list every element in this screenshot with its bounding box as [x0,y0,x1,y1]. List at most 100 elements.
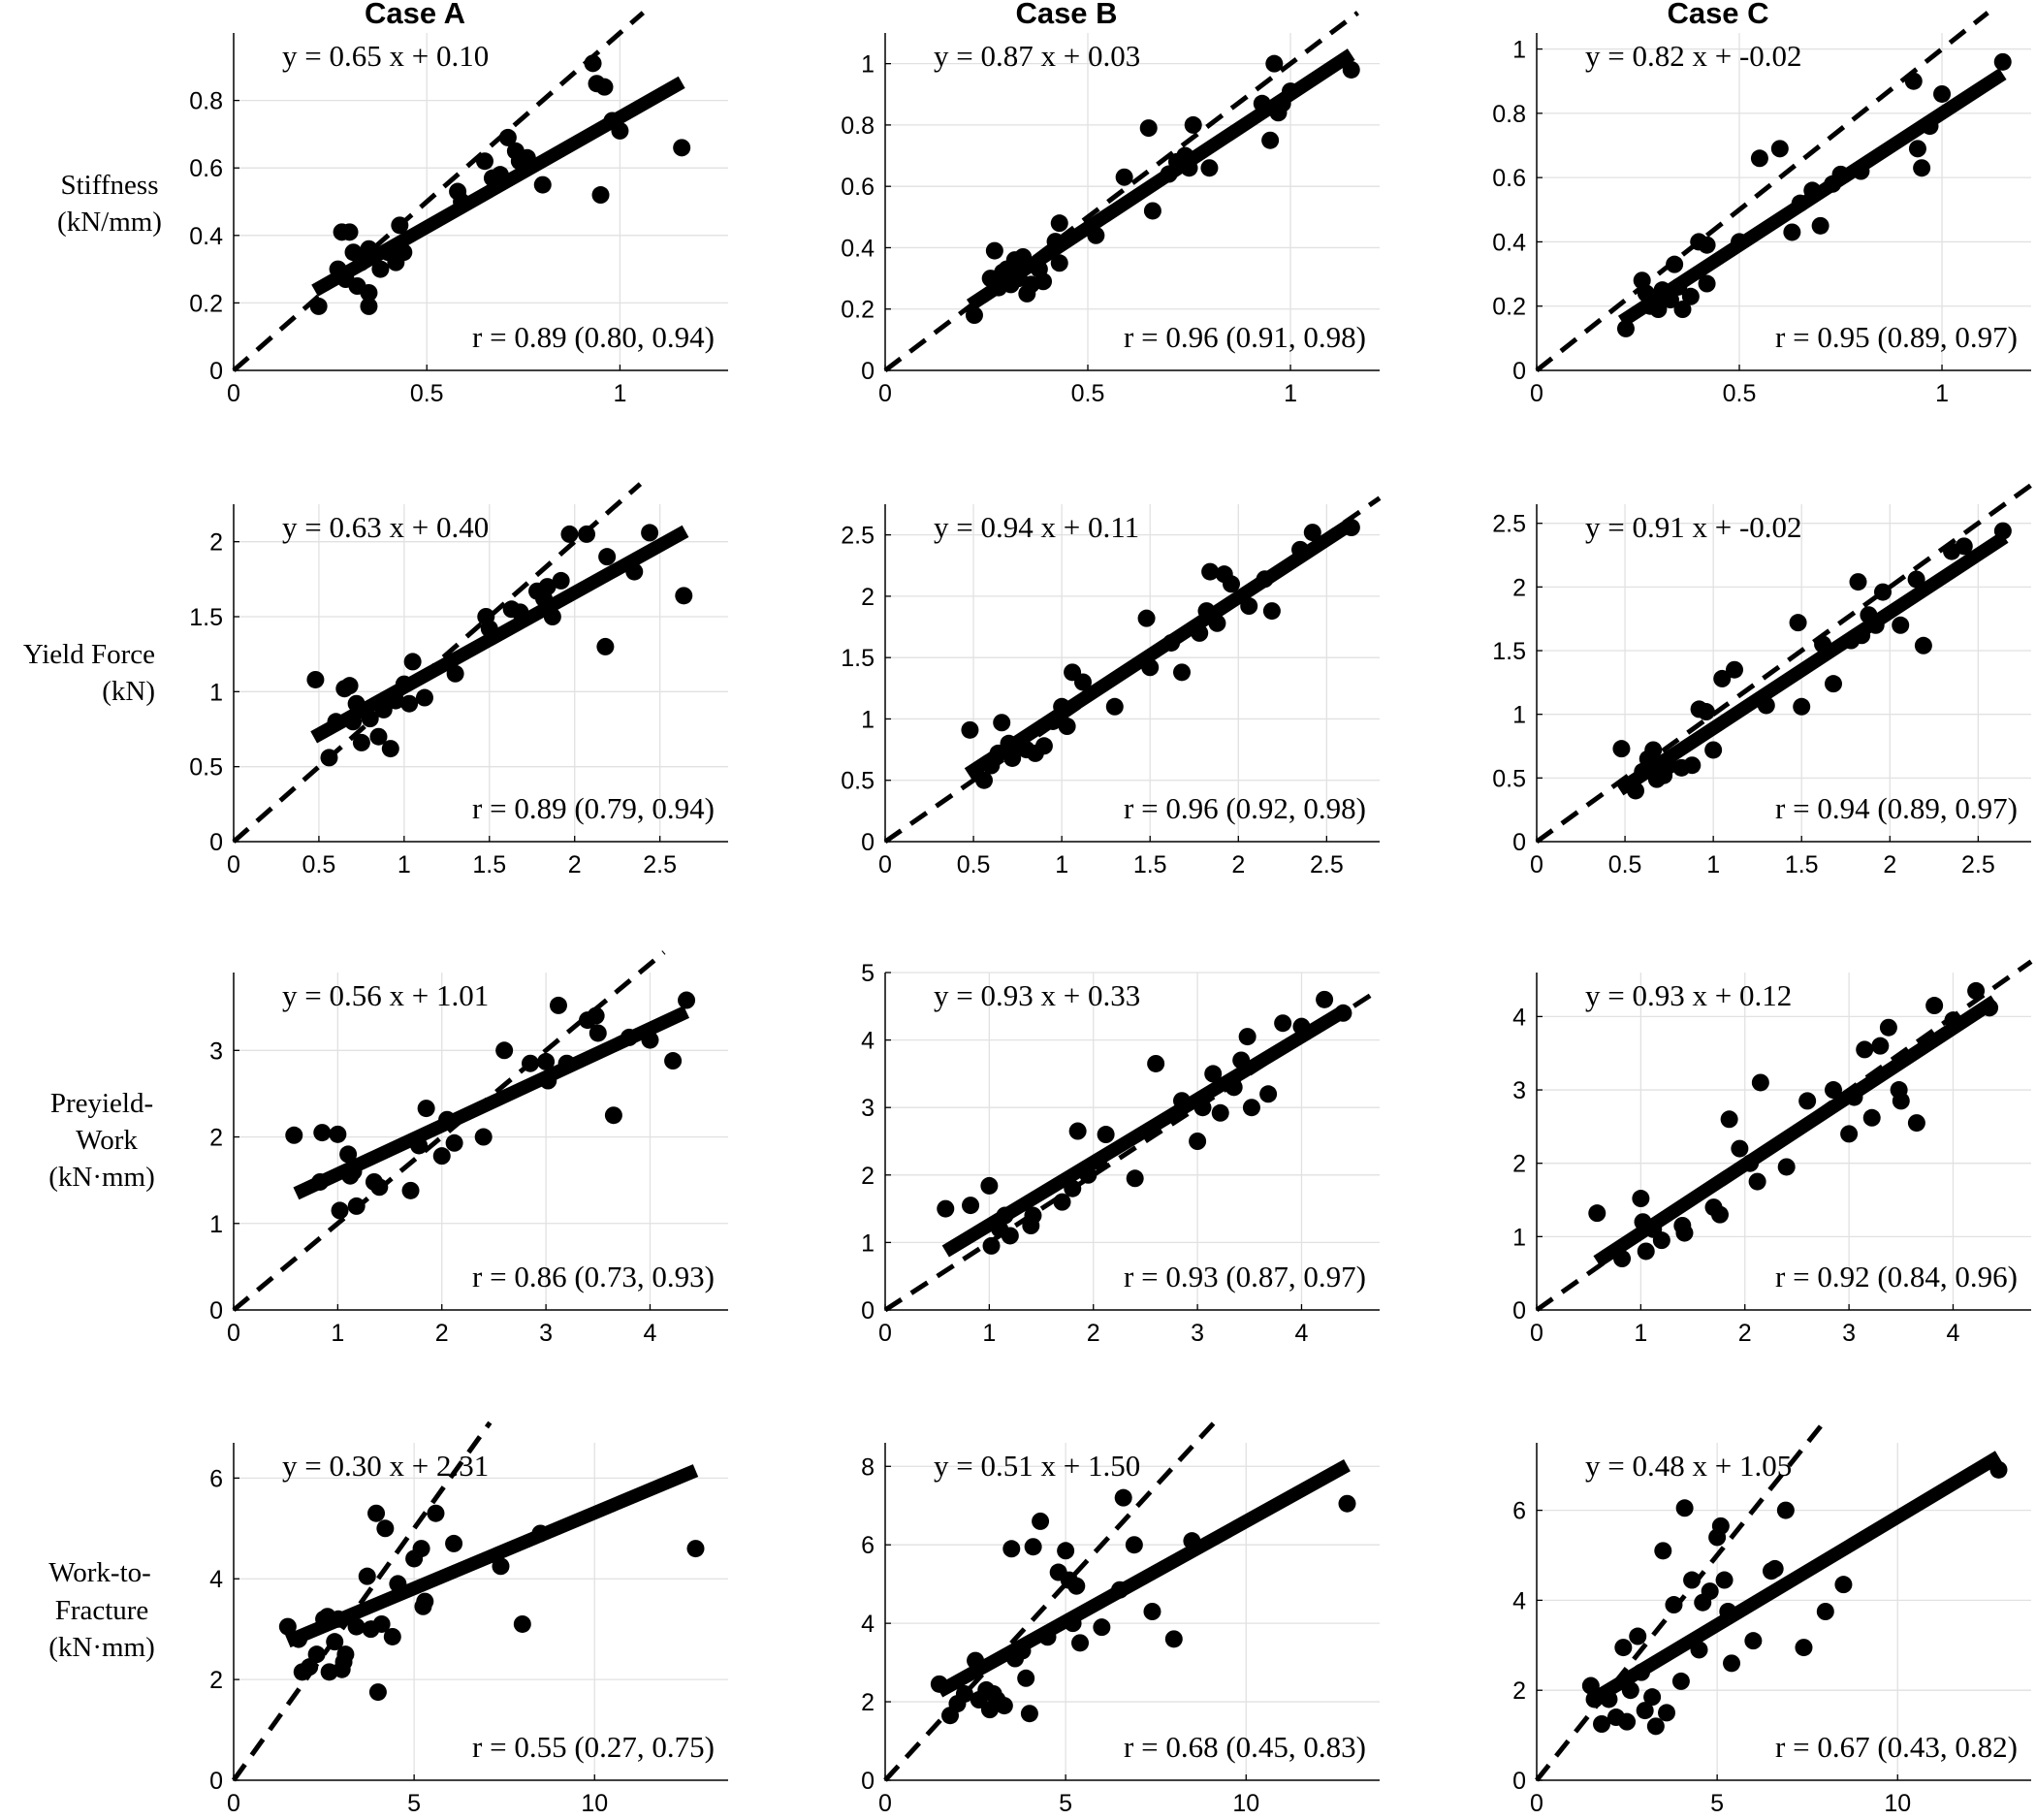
data-point [1303,524,1321,542]
data-point [539,1071,557,1090]
data-point [1256,570,1274,589]
regression-equation: y = 0.82 x + -0.02 [1585,39,1802,73]
data-point [344,713,363,731]
x-tick-label: 0 [1530,380,1543,407]
data-point [982,1236,1001,1255]
y-tick-label: 0.5 [189,754,223,782]
data-point [340,677,359,695]
data-point [1058,718,1076,736]
data-point [1731,233,1749,251]
data-point [1071,1634,1090,1652]
data-point [1862,1108,1881,1127]
data-point [331,1201,349,1220]
x-tick-label: 2 [1883,851,1896,878]
data-point [1139,119,1158,138]
y-tick-label: 2 [1512,1151,1526,1178]
data-point [1143,202,1161,220]
data-point [1770,140,1789,158]
x-tick-label: 1 [398,851,411,878]
y-tick-label: 0 [209,1768,223,1795]
data-point [412,1540,430,1558]
data-point [1173,1092,1191,1110]
data-point [1588,1204,1607,1223]
data-point [410,1136,429,1155]
data-point [358,1567,376,1585]
y-tick-label: 1.5 [1492,638,1526,665]
y-tick-label: 4 [1512,1587,1526,1614]
data-point [340,223,359,241]
y-tick-label: 2 [1512,1677,1526,1705]
scatter-panel: 0 0.5 1 1.5 2 2.5 0 0.5 1 1.5 2 2.5 y = 0.94 x + 0.1… [841,495,1382,878]
data-point [1282,82,1300,101]
data-point [1024,1538,1042,1556]
data-point [313,1124,332,1142]
y-tick-label: 0.5 [1492,765,1526,792]
data-point [1666,255,1684,273]
data-point [1874,583,1892,601]
regression-line [311,76,685,297]
data-point [1632,1190,1650,1208]
y-tick-label: 1 [1512,702,1526,729]
data-point [596,637,615,655]
x-tick-label: 0.5 [1608,851,1642,878]
data-point [1053,697,1071,716]
scatter-panel: 0 0.5 1 0 0.2 0.4 0.6 0.8 y = 0.65 x + 0.10 r = 0… [189,11,728,407]
regression-equation: y = 0.94 x + 0.11 [934,510,1139,544]
data-point [1292,1017,1311,1036]
correlation-label: r = 0.55 (0.27, 0.75) [472,1730,715,1764]
y-tick-label: 0.4 [189,223,223,250]
data-point [1871,1037,1890,1055]
data-point [360,283,378,302]
data-point [1856,1040,1874,1059]
correlation-label: r = 0.92 (0.84, 0.96) [1775,1260,2018,1293]
regression-equation: y = 0.56 x + 1.01 [282,978,489,1012]
y-tick-label: 3 [209,1038,223,1065]
scatter-panel: 0 0.5 1 1.5 2 2.5 0 0.5 1 1.5 2 y = 0.63 x + 0.40 r … [189,482,728,878]
data-point [1791,194,1809,212]
data-point [1020,1705,1038,1723]
data-point [1825,1081,1842,1100]
data-point [1741,1154,1760,1172]
data-point [1731,1139,1749,1158]
correlation-label: r = 0.93 (0.87, 0.97) [1124,1260,1366,1293]
data-point [326,1633,344,1651]
data-point [955,1684,973,1703]
row-label-wtf-line2: Fracture [55,1595,149,1626]
x-tick-label: 3 [1191,1320,1204,1347]
data-point [595,78,614,96]
data-point [996,1206,1014,1225]
y-tick-label: 1 [1512,1224,1526,1251]
identity-line [231,1421,493,1782]
data-point [1090,1152,1108,1170]
data-point [552,571,570,590]
data-point [1750,149,1768,168]
data-point [625,562,644,581]
y-tick-label: 0.4 [1492,229,1526,256]
data-point [1908,140,1926,158]
correlation-label: r = 0.96 (0.92, 0.98) [1124,791,1366,825]
data-point [1262,602,1281,621]
data-point [1879,1018,1897,1037]
data-point [1074,673,1092,691]
data-point [1002,1540,1021,1558]
data-point [1612,740,1631,758]
data-point [438,1110,457,1129]
data-point [1658,1704,1676,1722]
correlation-label: r = 0.86 (0.73, 0.93) [472,1260,715,1293]
x-tick-label: 2 [435,1320,449,1347]
data-point [306,670,325,688]
y-tick-label: 2 [861,1689,875,1716]
data-point [376,1519,395,1538]
data-point [1338,1494,1356,1513]
regression-line [1587,1451,2003,1707]
data-point [1613,1250,1632,1268]
data-point [1034,737,1053,755]
x-tick-label: 1.5 [1785,851,1819,878]
data-point [1803,181,1822,200]
data-point [1649,301,1668,319]
data-point [445,1534,463,1552]
data-point [1105,697,1124,716]
data-point [432,1147,451,1165]
data-point [1044,712,1063,730]
data-point [285,1126,303,1144]
